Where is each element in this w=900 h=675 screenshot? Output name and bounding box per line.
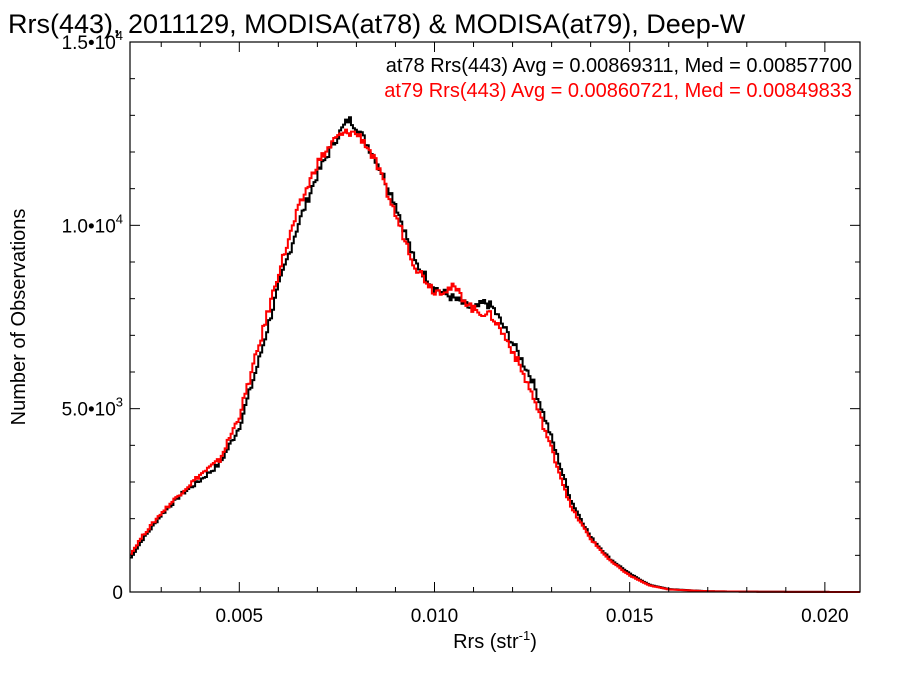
tick-layer: 0.005 0.010 0.015 0.020 0 5.0•103 1.0•104 1.5•1…	[62, 28, 860, 627]
x-tick-label: 0.005	[216, 606, 264, 627]
chart-title: Rrs(443), 2011129, MODISA(at78) & MODISA…	[8, 9, 746, 39]
x-axis-label: Rrs (str-1)	[453, 628, 537, 653]
y-tick-label: 5.0•103	[62, 395, 123, 421]
x-axis-label-close: )	[530, 631, 537, 653]
series-line-at79	[130, 128, 860, 593]
x-tick-label: 0.010	[411, 606, 459, 627]
x-tick-label: 0.020	[801, 606, 849, 627]
x-tick-label: 0.015	[606, 606, 654, 627]
annotation-at78: at78 Rrs(443) Avg = 0.00869311, Med = 0.…	[386, 55, 852, 77]
series-layer	[130, 116, 860, 593]
series-line-at78	[130, 116, 860, 593]
x-axis-label-sup: -1	[519, 628, 531, 643]
annotation-at79: at79 Rrs(443) Avg = 0.00860721, Med = 0.…	[384, 80, 852, 102]
y-tick-label: 0	[112, 583, 123, 604]
y-tick-label: 1.5•104	[62, 28, 123, 54]
plot-frame	[129, 41, 861, 593]
y-tick-label: 1.0•104	[62, 211, 123, 237]
y-axis-label: Number of Observations	[8, 209, 30, 426]
x-axis-label-main: Rrs (str	[453, 631, 519, 653]
